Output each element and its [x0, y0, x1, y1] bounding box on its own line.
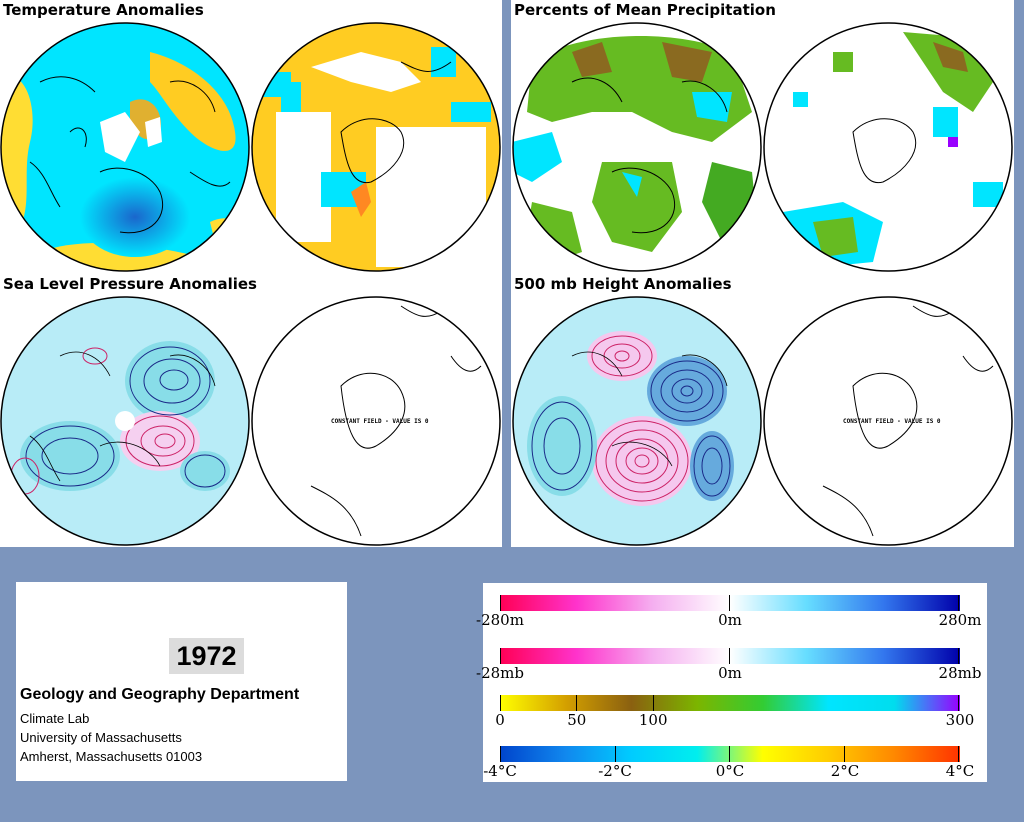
colorbar-tick — [843, 746, 845, 762]
colorbar-tick — [500, 595, 501, 611]
colorbar-label: 300 — [945, 711, 975, 729]
colorbar-label: 100 — [638, 711, 668, 729]
colorbar-tick — [958, 695, 959, 711]
precipitation-panel: Percents of Mean Precipitation — [511, 0, 1014, 274]
height500-map-south: CONSTANT FIELD - VALUE IS 0 — [763, 296, 1013, 546]
colorbar-label: 0m — [718, 611, 742, 629]
colorbar-label: 280m — [938, 611, 982, 629]
colorbar-temperature — [500, 746, 960, 762]
colorbar-label: 28mb — [938, 664, 982, 682]
temperature-panel: Temperature Anomalies — [0, 0, 502, 274]
department-name: Geology and Geography Department — [20, 686, 300, 703]
colorbar-tick — [729, 648, 730, 664]
temperature-map-north — [0, 22, 250, 272]
colorbar-label: 0m — [718, 664, 742, 682]
panel-title-height500: 500 mb Height Anomalies — [511, 274, 735, 295]
colorbar-label: 2°C — [830, 762, 860, 780]
slp-map-south: CONSTANT FIELD - VALUE IS 0 — [251, 296, 501, 546]
legend-box: -280m 0m 280m -28mb 0m 28mb 0 50 100 300 -4°C -2°C 0… — [476, 583, 987, 782]
colorbar-label: 4°C — [945, 762, 975, 780]
colorbar-pressure — [500, 648, 960, 664]
colorbar-label: 0°C — [715, 762, 745, 780]
address-line: Climate Lab — [20, 711, 90, 726]
colorbar-label: -280m — [476, 611, 524, 629]
panel-title-temperature: Temperature Anomalies — [0, 0, 207, 21]
slp-constant-note: CONSTANT FIELD - VALUE IS 0 — [331, 418, 429, 425]
colorbar-tick — [500, 648, 501, 664]
colorbar-tick — [729, 746, 730, 762]
address-line: Amherst, Massachusetts 01003 — [20, 749, 203, 764]
colorbar-tick — [729, 595, 730, 611]
height500-map-north — [512, 296, 762, 546]
colorbar-tick — [614, 746, 616, 762]
colorbar-tick — [958, 648, 959, 664]
precipitation-map-north — [512, 22, 762, 272]
height500-panel: 500 mb Height Anomalies — [511, 274, 1014, 547]
address-line: University of Massachusetts — [20, 730, 182, 745]
colorbar-precipitation — [500, 695, 960, 711]
panel-title-slp: Sea Level Pressure Anomalies — [0, 274, 260, 295]
year-label: 1972 — [169, 638, 244, 674]
colorbar-label: -2°C — [598, 762, 632, 780]
temperature-map-south — [251, 22, 501, 272]
slp-panel: Sea Level Pressure Anomalies — [0, 274, 502, 547]
info-box: 1972 Geology and Geography Department Cl… — [16, 582, 347, 781]
colorbar-label: 0 — [495, 711, 505, 729]
slp-map-north — [0, 296, 250, 546]
colorbar-tick — [500, 695, 501, 711]
colorbar-label: -28mb — [476, 664, 524, 682]
colorbar-height — [500, 595, 960, 611]
panel-title-precipitation: Percents of Mean Precipitation — [511, 0, 779, 21]
height500-constant-note: CONSTANT FIELD - VALUE IS 0 — [843, 418, 941, 425]
colorbar-tick — [500, 746, 501, 762]
colorbar-label: 50 — [567, 711, 587, 729]
colorbar-tick — [958, 595, 959, 611]
colorbar-tick — [576, 695, 578, 711]
colorbar-label: -4°C — [483, 762, 517, 780]
colorbar-tick — [958, 746, 959, 762]
precipitation-map-south — [763, 22, 1013, 272]
colorbar-tick — [652, 695, 654, 711]
